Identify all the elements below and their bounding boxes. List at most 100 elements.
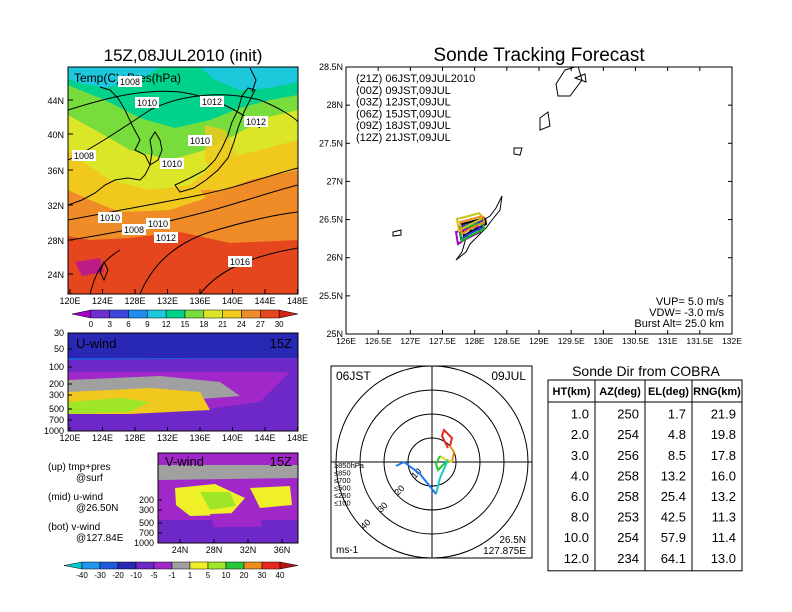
table-cell: 258 bbox=[617, 468, 639, 483]
temp-colorbar-swatch bbox=[71, 309, 92, 319]
table-cell: 8.5 bbox=[668, 448, 686, 463]
forecast-lon-label: 130E bbox=[593, 336, 613, 346]
temp-colorbar-label: 24 bbox=[237, 320, 246, 329]
isobar-label: 1012 bbox=[246, 117, 266, 127]
table-header-cell: HT(km) bbox=[553, 386, 591, 398]
table-cell: 1.7 bbox=[668, 407, 686, 422]
isobar-label-box bbox=[188, 135, 212, 146]
map-lat-label: 24N bbox=[47, 270, 64, 280]
temperature-colorbar: 0 3 6 9 12 15 18 21 24 27 30 bbox=[71, 309, 299, 329]
pressure-legend-entry: ≥850hPa bbox=[334, 461, 365, 470]
island-amami bbox=[555, 67, 583, 97]
forecast-legend-entry: (09Z) 18JST,09JUL bbox=[356, 120, 451, 132]
wind-colorbar-label: -1 bbox=[168, 571, 176, 580]
isobar-label-box bbox=[122, 224, 146, 235]
table-cell: 57.9 bbox=[661, 530, 686, 545]
isobar-label: 1010 bbox=[137, 98, 157, 108]
wind-colorbar-swatch bbox=[243, 561, 263, 570]
table-cell: 16.0 bbox=[711, 468, 736, 483]
forecast-lat-label: 28N bbox=[326, 100, 343, 110]
wind-colorbar-label: 40 bbox=[276, 571, 285, 580]
isobar-label-box bbox=[154, 232, 178, 243]
sonde-track bbox=[458, 215, 486, 236]
v-wind-x-label: 36N bbox=[274, 545, 291, 555]
forecast-lon-label: 129.5E bbox=[558, 336, 585, 346]
coastline-taiwan bbox=[99, 260, 109, 282]
u-wind-time: 15Z bbox=[270, 336, 292, 351]
wind-colorbar-label: -10 bbox=[130, 571, 142, 580]
forecast-lat-label: 25.5N bbox=[319, 291, 343, 301]
map-lat-label: 32N bbox=[47, 201, 64, 211]
map-lon-label: 136E bbox=[189, 296, 210, 306]
table-cell: 2.0 bbox=[571, 427, 589, 442]
table-cell: 25.4 bbox=[661, 489, 686, 504]
island-small-b bbox=[573, 73, 587, 83]
wind-colorbar-swatch bbox=[171, 561, 191, 570]
isobar-label: 1012 bbox=[156, 233, 176, 243]
table-cell: 13.2 bbox=[711, 489, 736, 504]
polar-hodograph bbox=[395, 428, 456, 495]
temp-colorbar-swatch bbox=[241, 309, 261, 319]
wind-colorbar-label: 30 bbox=[258, 571, 267, 580]
table-cell: 256 bbox=[617, 448, 639, 463]
temp-colorbar-label: 27 bbox=[256, 320, 265, 329]
wind-colorbar-swatch bbox=[153, 561, 173, 570]
wind-colorbar-swatch bbox=[63, 561, 83, 570]
legend-note-line1: (mid) u-wind bbox=[48, 492, 103, 503]
table-cell: 17.8 bbox=[711, 448, 736, 463]
forecast-lon-label: 127E bbox=[400, 336, 420, 346]
wind-colorbar-swatch bbox=[207, 561, 227, 570]
temp-colorbar-label: 9 bbox=[145, 320, 150, 329]
temp-colorbar-swatch bbox=[147, 309, 167, 319]
wind-colorbar-swatch bbox=[135, 561, 155, 570]
forecast-legend: (21Z) 06JST,09JUL2010(00Z) 09JST,09JUL(0… bbox=[356, 73, 475, 144]
forecast-legend-entry: (00Z) 09JST,09JUL bbox=[356, 85, 451, 97]
u-wind-x-label: 132E bbox=[157, 433, 178, 443]
v-wind-y-label: 1000 bbox=[134, 538, 154, 548]
temp-colorbar-swatch bbox=[184, 309, 205, 319]
sonde-track bbox=[458, 222, 486, 243]
u-wind-x-label: 120E bbox=[59, 433, 80, 443]
legend-note-line2: @surf bbox=[76, 473, 103, 484]
isobar-label: 1010 bbox=[162, 159, 182, 169]
forecast-lon-label: 127.5E bbox=[429, 336, 456, 346]
wind-colorbar-label: -30 bbox=[94, 571, 106, 580]
temp-colorbar-label: 0 bbox=[89, 320, 94, 329]
wind-colorbar-label: -5 bbox=[150, 571, 158, 580]
legend-note-line1: (up) tmp+pres bbox=[48, 462, 111, 473]
hodograph-segment bbox=[434, 455, 449, 472]
forecast-lon-label: 132E bbox=[722, 336, 742, 346]
forecast-lon-label: 128E bbox=[465, 336, 485, 346]
isobar-label: 1016 bbox=[230, 257, 250, 267]
temp-colorbar-label: 6 bbox=[126, 320, 131, 329]
u-wind-y-label: 1000 bbox=[44, 426, 64, 436]
u-wind-y-label: 100 bbox=[49, 362, 64, 372]
isobar-label-box bbox=[244, 116, 268, 127]
table-cell: 19.8 bbox=[711, 427, 736, 442]
wind-colorbar-swatch bbox=[189, 561, 209, 570]
table-header-cell: AZ(deg) bbox=[599, 386, 641, 398]
wind-colorbar-label: 10 bbox=[222, 571, 231, 580]
u-wind-y-label: 30 bbox=[54, 328, 64, 338]
wind-colorbar-label: 5 bbox=[206, 571, 211, 580]
panel-legend-notes: (up) tmp+pres@surf (mid) u-wind@26.50N (bo… bbox=[48, 462, 124, 544]
legend-note-line2: @26.50N bbox=[76, 503, 118, 514]
forecast-lon-label: 126.5E bbox=[365, 336, 392, 346]
map-lat-label: 44N bbox=[47, 96, 64, 106]
map-lon-label: 140E bbox=[222, 296, 243, 306]
map-lon-label: 132E bbox=[157, 296, 178, 306]
u-wind-x-label: 124E bbox=[92, 433, 113, 443]
isobar-label: 1008 bbox=[74, 151, 94, 161]
u-wind-x-label: 136E bbox=[189, 433, 210, 443]
cold-spot-south bbox=[75, 258, 104, 276]
coastline-sakhalin bbox=[249, 67, 257, 93]
v-wind-y-label: 300 bbox=[139, 505, 154, 515]
wind-colorbar-label: -40 bbox=[76, 571, 88, 580]
hodograph-segment bbox=[435, 459, 449, 495]
island-okinoerabu bbox=[513, 147, 523, 156]
param-burst: Burst Alt= 25.0 km bbox=[634, 318, 724, 330]
polar-unit: ms-1 bbox=[336, 545, 359, 556]
isobar-label: 1008 bbox=[120, 77, 140, 87]
map-lat-label: 40N bbox=[47, 130, 64, 140]
